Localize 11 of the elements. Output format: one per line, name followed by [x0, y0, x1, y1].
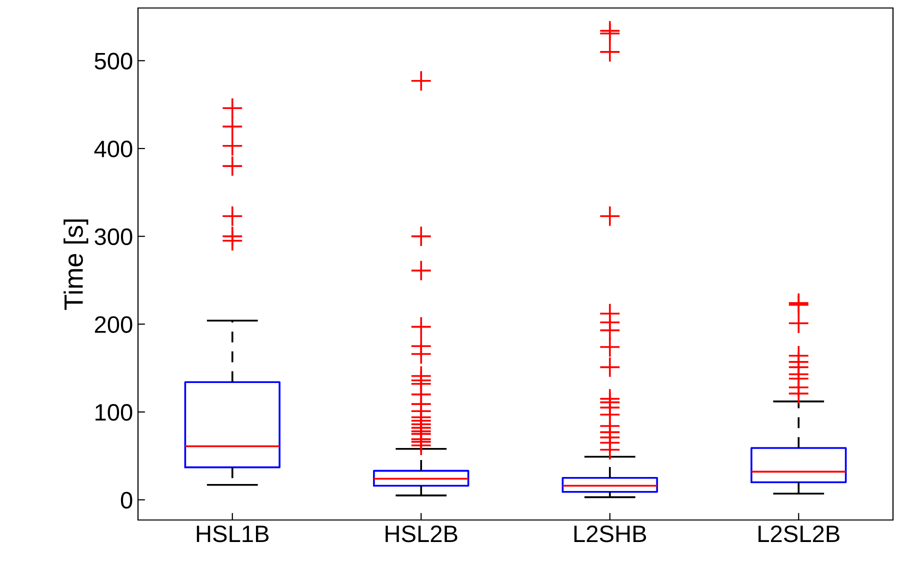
x-tick-label: L2SL2B — [758, 525, 840, 542]
x-tick-label: L2SHB — [574, 525, 646, 542]
y-tick-label: 300 — [94, 228, 132, 246]
x-tick-label: HSL2B — [386, 525, 458, 542]
y-tick-label: 500 — [94, 52, 132, 70]
x-tick-label: HSL1B — [196, 525, 269, 542]
y-tick-label: 100 — [96, 404, 132, 421]
y-tick-label: 0 — [120, 492, 132, 509]
y-tick-label: 400 — [94, 140, 132, 158]
y-tick-label: 200 — [94, 316, 132, 333]
y-axis-title: Time [s] — [64, 219, 88, 310]
